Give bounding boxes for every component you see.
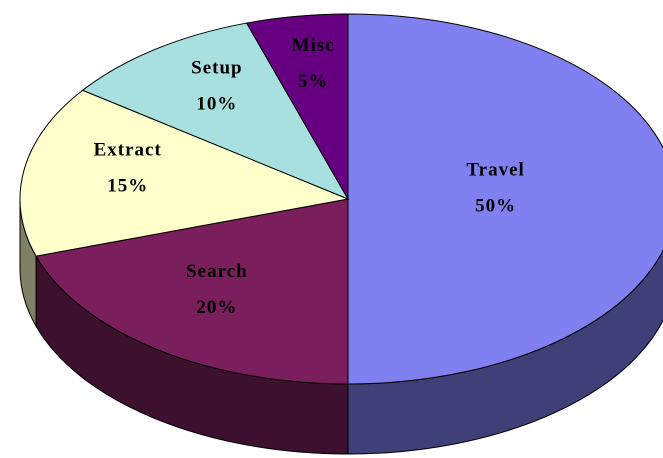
slice-label: Setup	[191, 58, 242, 79]
pie-slice	[19, 89, 350, 257]
slice-label: Extract	[94, 140, 162, 161]
slice-label: Search	[186, 261, 248, 282]
slice-value-label: 20%	[196, 297, 237, 318]
slice-label: Travel	[466, 159, 524, 180]
pie-slice	[347, 13, 663, 385]
pie-slice	[35, 198, 349, 385]
slice-value-label: 5%	[298, 71, 329, 92]
slice-label: Misc	[292, 35, 335, 56]
slice-value-label: 50%	[475, 195, 516, 216]
slice-value-label: 15%	[107, 176, 148, 197]
pie-slice	[245, 13, 349, 201]
slice-value-label: 10%	[196, 94, 237, 115]
pie-slice	[81, 22, 350, 201]
